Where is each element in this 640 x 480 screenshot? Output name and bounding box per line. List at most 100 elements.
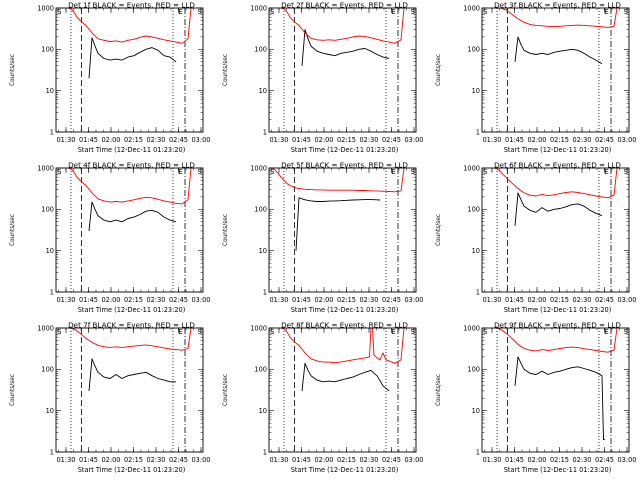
x-tick-label: 02:15 [124, 296, 143, 304]
x-axis-label: Start Time (12-Dec-11 01:23:20) [291, 306, 399, 314]
x-tick-label: 01:30 [269, 296, 288, 304]
x-tick-label: 02:45 [382, 296, 401, 304]
x-tick-label: 01:30 [56, 136, 75, 144]
x-axis-label: Start Time (12-Dec-11 01:23:20) [78, 466, 186, 474]
y-axis-label: Counts/sec [10, 374, 16, 406]
y-tick-label: 1000 [250, 4, 267, 12]
x-tick-label: 02:00 [101, 456, 120, 464]
y-axis-label: Counts/sec [436, 214, 442, 246]
x-tick-label: 03:00 [404, 136, 423, 144]
x-tick-label: 02:15 [550, 296, 569, 304]
plot-frame [481, 327, 630, 453]
x-tick-label: 02:15 [550, 456, 569, 464]
detector-chart: Det 8f BLACK = Events, RED = LLD Counts/s… [223, 321, 424, 475]
y-tick-label: 1 [50, 288, 54, 296]
x-tick-label: 02:30 [359, 296, 378, 304]
end-marker: E [178, 168, 182, 176]
x-tick-label: 02:30 [146, 456, 165, 464]
y-tick-label: 10 [472, 247, 480, 255]
y-axis-label: Counts/sec [223, 54, 229, 86]
y-tick-label: 1000 [250, 324, 267, 332]
start-marker: S [270, 168, 275, 176]
x-tick-label: 03:00 [404, 296, 423, 304]
x-tick-label: 03:00 [191, 136, 210, 144]
detector-panel: Det 7f BLACK = Events, RED = LLD Counts/s… [0, 320, 213, 480]
y-tick-label: 100 [41, 366, 54, 374]
shadow-marker: S [411, 8, 416, 16]
x-axis-label: Start Time (12-Dec-11 01:23:20) [504, 466, 612, 474]
x-tick-label: 02:45 [169, 296, 188, 304]
chart-title: Det 7f BLACK = Events, RED = LLD [68, 321, 195, 330]
x-axis-label: Start Time (12-Dec-11 01:23:20) [504, 146, 612, 154]
y-tick-label: 10 [472, 407, 480, 415]
end-marker: E [391, 328, 395, 336]
x-tick-label: 02:30 [146, 136, 165, 144]
events-series-line [88, 201, 177, 231]
start-marker: S [57, 328, 62, 336]
x-tick-label: 01:30 [269, 456, 288, 464]
lld-series-line [269, 167, 405, 193]
y-tick-label: 10 [46, 407, 54, 415]
start-marker: S [483, 328, 488, 336]
events-series-line [301, 29, 390, 66]
start-marker: S [57, 8, 62, 16]
y-tick-label: 100 [467, 366, 480, 374]
detector-panel: Det 3f BLACK = Events, RED = LLD Counts/s… [426, 0, 639, 160]
end-marker: E [178, 8, 182, 16]
x-axis-label: Start Time (12-Dec-11 01:23:20) [504, 306, 612, 314]
start-marker: S [270, 8, 275, 16]
x-tick-label: 02:45 [382, 136, 401, 144]
plot-frame [268, 7, 417, 133]
detector-chart: Det 7f BLACK = Events, RED = LLD Counts/s… [10, 321, 211, 475]
y-tick-label: 100 [254, 206, 267, 214]
detector-chart: Det 2f BLACK = Events, RED = LLD Counts/s… [223, 1, 424, 155]
y-tick-label: 1 [476, 128, 480, 136]
y-tick-label: 1 [50, 128, 54, 136]
x-tick-label: 03:00 [617, 136, 636, 144]
x-tick-label: 02:30 [572, 136, 591, 144]
lld-series-line [67, 167, 192, 205]
plot-frame [55, 167, 204, 293]
x-tick-label: 01:45 [79, 456, 98, 464]
x-tick-label: 02:00 [314, 456, 333, 464]
lld-series-line [493, 167, 618, 199]
events-series-line [514, 192, 603, 226]
shadow-marker: S [411, 328, 416, 336]
x-tick-label: 03:00 [617, 296, 636, 304]
detector-panel: Det 1f BLACK = Events, RED = LLD Counts/s… [0, 0, 213, 160]
y-tick-label: 1 [476, 448, 480, 456]
y-tick-label: 10 [259, 407, 267, 415]
lld-series-line [67, 7, 192, 44]
x-axis-label: Start Time (12-Dec-11 01:23:20) [291, 146, 399, 154]
start-marker: S [483, 8, 488, 16]
lld-series-line [68, 327, 192, 351]
x-tick-label: 01:45 [505, 136, 524, 144]
events-series-line [301, 362, 390, 392]
y-tick-label: 1000 [250, 164, 267, 172]
y-tick-label: 1000 [463, 4, 480, 12]
x-tick-label: 02:30 [359, 136, 378, 144]
y-tick-label: 1000 [37, 4, 54, 12]
plot-frame [268, 167, 417, 293]
x-tick-label: 02:45 [595, 136, 614, 144]
detector-chart: Det 9f BLACK = Events, RED = LLD Counts/s… [436, 321, 637, 475]
chart-title: Det 9f BLACK = Events, RED = LLD [494, 321, 621, 330]
lld-series-line [494, 327, 618, 353]
x-axis-label: Start Time (12-Dec-11 01:23:20) [291, 466, 399, 474]
end-marker: E [604, 168, 608, 176]
x-tick-label: 01:45 [79, 296, 98, 304]
x-tick-label: 01:30 [56, 456, 75, 464]
y-tick-label: 1000 [463, 324, 480, 332]
lld-series-line [494, 7, 618, 28]
start-marker: S [57, 168, 62, 176]
x-axis-label: Start Time (12-Dec-11 01:23:20) [78, 306, 186, 314]
x-tick-label: 01:45 [505, 456, 524, 464]
detector-chart: Det 6f BLACK = Events, RED = LLD Counts/s… [436, 161, 637, 315]
y-tick-label: 1000 [463, 164, 480, 172]
detector-panel: Det 6f BLACK = Events, RED = LLD Counts/s… [426, 160, 639, 320]
chart-title: Det 4f BLACK = Events, RED = LLD [68, 161, 195, 170]
plot-frame [481, 167, 630, 293]
x-tick-label: 01:45 [292, 296, 311, 304]
detector-panel: Det 4f BLACK = Events, RED = LLD Counts/s… [0, 160, 213, 320]
x-tick-label: 03:00 [191, 456, 210, 464]
